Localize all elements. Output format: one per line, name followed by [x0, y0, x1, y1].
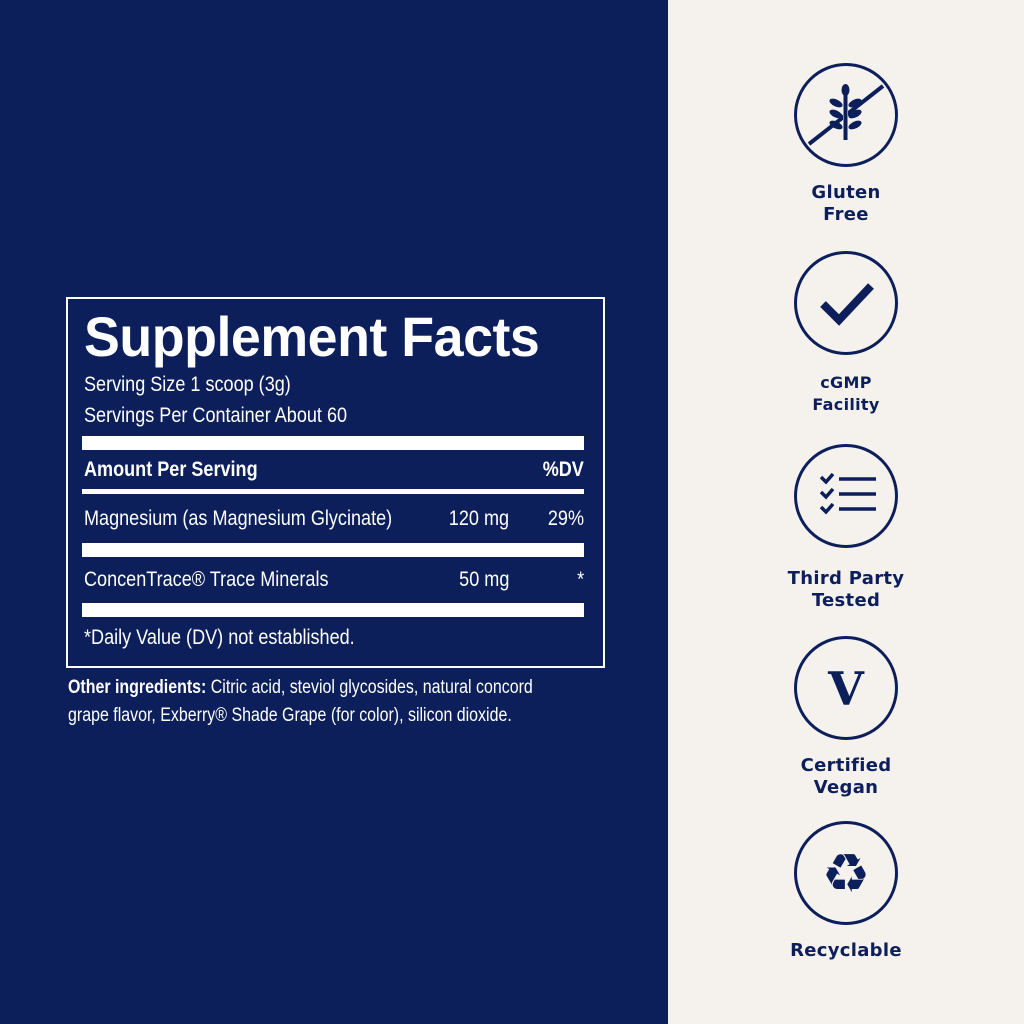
divider-thin [82, 489, 584, 494]
checkmark-icon [820, 283, 874, 326]
vegan-badge: V [794, 636, 898, 740]
nutrient-amount: 50 mg [458, 568, 509, 591]
checklist-icon [819, 472, 876, 515]
other-ingredients-line1: Other ingredients: Citric acid, steviol … [68, 677, 533, 699]
other-ingredients-line2: grape flavor, Exberry® Shade Grape (for … [68, 705, 512, 726]
gluten-free-icon [807, 84, 885, 146]
badge-label-line: Gluten [811, 182, 881, 203]
third-party-label: Third Party Tested [770, 568, 922, 612]
dv-header: %DV [542, 458, 584, 481]
nutrient-amount: 120 mg [448, 507, 509, 530]
badge-label-line: Recyclable [790, 940, 902, 961]
nutrient-name: ConcenTrace® Trace Minerals [84, 568, 329, 591]
gluten-free-label: Gluten Free [770, 182, 922, 226]
badge-label-line: Third Party [787, 568, 905, 589]
badge-label-line: cGMP [820, 373, 872, 392]
svg-text:V: V [827, 662, 865, 716]
vegan-label: Certified Vegan [770, 755, 922, 799]
supplement-facts-box [66, 297, 605, 668]
third-party-badge [794, 444, 898, 548]
nutrient-dv: * [576, 568, 584, 591]
vegan-v-icon: V [827, 662, 865, 716]
recycle-icon: ♻ [822, 842, 870, 905]
badge-label-line: Certified [800, 755, 892, 776]
amount-per-serving-header: Amount Per Serving [84, 458, 258, 481]
serving-size: Serving Size 1 scoop (3g) [84, 373, 291, 396]
badge-label-line: Free [823, 204, 869, 225]
footnote: *Daily Value (DV) not established. [84, 626, 355, 649]
other-ingredients-label: Other ingredients: [68, 677, 207, 698]
svg-text:♻: ♻ [822, 842, 870, 905]
divider-thick [82, 543, 584, 557]
cgmp-badge [794, 251, 898, 355]
facts-panel: Supplement Facts Serving Size 1 scoop (3… [0, 0, 668, 1024]
nutrient-dv: 29% [547, 507, 584, 530]
cgmp-label: cGMP Facility [770, 372, 922, 416]
nutrient-name: Magnesium (as Magnesium Glycinate) [84, 507, 393, 530]
recyclable-label: Recyclable [770, 940, 922, 962]
divider-thick [82, 603, 584, 617]
facts-title: Supplement Facts [84, 305, 540, 368]
badge-label-line: Tested [811, 590, 881, 611]
recyclable-badge: ♻ [794, 821, 898, 925]
badge-label-line: Facility [812, 395, 880, 414]
badge-label-line: Vegan [813, 777, 879, 798]
servings-per-container: Servings Per Container About 60 [84, 404, 348, 427]
divider-thick [82, 436, 584, 450]
gluten-free-badge [794, 63, 898, 167]
other-ingredients-text: Citric acid, steviol glycosides, natural… [210, 677, 533, 698]
